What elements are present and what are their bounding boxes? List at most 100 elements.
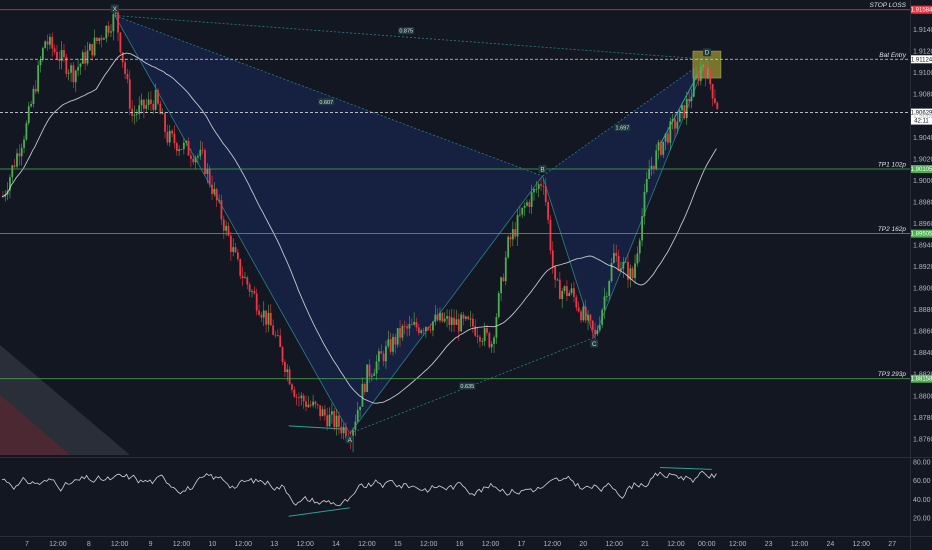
- rsi-tick-1: 60.00: [913, 478, 931, 485]
- candle-body: [9, 177, 11, 191]
- candle-body: [610, 262, 613, 282]
- candle-body: [152, 103, 155, 110]
- rsi-line: [1, 470, 717, 506]
- candle-body: [394, 336, 397, 345]
- candle-body: [126, 73, 129, 80]
- candle-body: [53, 48, 56, 53]
- candle-body: [201, 149, 204, 151]
- candle-body: [584, 306, 587, 321]
- candle-body: [528, 202, 531, 207]
- candle-body: [594, 329, 596, 335]
- time-tick-7: 12:00: [235, 541, 253, 548]
- candle-body: [573, 288, 575, 298]
- candle-body: [359, 406, 361, 411]
- price-tick-9: 1.89600: [913, 221, 932, 228]
- candle-body: [147, 99, 150, 105]
- time-tick-12: 15: [394, 541, 402, 548]
- level-label-3: TP1 102p: [878, 162, 907, 169]
- candle-body: [157, 90, 159, 104]
- time-tick-15: 12:00: [482, 541, 500, 548]
- candle-body: [671, 119, 674, 122]
- time-axis[interactable]: 7 12:00 8 12:00 9 12:00 10 12:00 13 12:00 14 12:00 1…: [25, 541, 896, 548]
- candle-body: [415, 321, 418, 328]
- candle-body: [39, 59, 42, 66]
- candle-body: [385, 346, 387, 362]
- candle-body: [178, 149, 181, 152]
- candle-body: [368, 364, 371, 377]
- candle-body: [396, 328, 399, 345]
- leg-cd: [593, 59, 708, 338]
- bg-wedge-red: [0, 395, 70, 455]
- candle-body: [328, 414, 331, 427]
- level-tag-sub-2: 42:11: [914, 119, 929, 125]
- pattern-xab: [114, 15, 543, 434]
- candle-body: [138, 105, 141, 115]
- candle-body: [631, 268, 634, 279]
- candle-body: [93, 37, 96, 56]
- candle-body: [420, 330, 423, 333]
- pattern-bcd: [542, 59, 707, 338]
- candle-body: [190, 155, 192, 159]
- candle-body: [514, 229, 517, 237]
- candle-body: [662, 141, 665, 155]
- candle-body: [707, 68, 709, 79]
- candle-body: [460, 314, 463, 332]
- candle-body: [436, 314, 439, 321]
- candle-body: [305, 401, 307, 407]
- candle-body: [204, 150, 206, 175]
- candle-body: [124, 62, 126, 74]
- candle-body: [253, 291, 256, 294]
- candle-body: [272, 325, 275, 335]
- candle-body: [182, 142, 185, 150]
- candle-body: [455, 319, 458, 325]
- candle-body: [507, 236, 510, 258]
- moving-average: [1, 52, 717, 404]
- time-tick-26: 24: [827, 541, 835, 548]
- price-tick-18: 1.87800: [913, 415, 932, 422]
- candle-body: [269, 312, 272, 326]
- candle-body: [140, 99, 143, 106]
- candle-body: [690, 96, 693, 102]
- candle-body: [248, 284, 251, 292]
- candle-body: [208, 168, 211, 185]
- candle-body: [667, 133, 669, 143]
- candle-body: [340, 426, 343, 434]
- candle-body: [227, 225, 230, 236]
- candle-body: [509, 236, 512, 240]
- candle-body: [655, 150, 658, 169]
- candle-body: [267, 312, 270, 325]
- candle-body: [434, 314, 437, 322]
- rsi-trend-high: [659, 467, 712, 470]
- candle-body: [121, 52, 124, 63]
- candle-body: [110, 31, 112, 33]
- candle-body: [114, 11, 117, 15]
- candle-body: [187, 140, 190, 156]
- candle-body: [387, 339, 390, 347]
- price-levels: STOP LOSS Bat Entry TP1 102p TP2 162p TP3 29…: [0, 2, 910, 380]
- candle-body: [511, 229, 514, 240]
- rsi-trend-low: [288, 507, 350, 517]
- candle-body: [443, 318, 446, 322]
- candle-body: [504, 257, 507, 282]
- candle-body: [540, 184, 542, 186]
- time-tick-24: 23: [765, 541, 773, 548]
- candle-body: [645, 179, 648, 192]
- candle-body: [716, 102, 719, 110]
- candle-body: [171, 130, 173, 134]
- candle-body: [519, 214, 521, 216]
- candle-body: [58, 58, 61, 61]
- price-axis[interactable]: 1.91584 1.91124 1.90629 42:11 1.90105 1.89505…: [911, 5, 932, 523]
- candle-body: [615, 252, 618, 256]
- level-tag-3: [911, 165, 932, 174]
- rsi-tick-2: 40.00: [913, 497, 931, 504]
- candle-body: [709, 68, 712, 85]
- candle-body: [338, 415, 340, 427]
- ratio-xd: [114, 15, 708, 60]
- candle-body: [86, 50, 89, 64]
- point-label-C: C: [592, 341, 597, 348]
- candle-body: [563, 286, 566, 291]
- candle-body: [605, 295, 608, 297]
- candles: [2, 5, 719, 453]
